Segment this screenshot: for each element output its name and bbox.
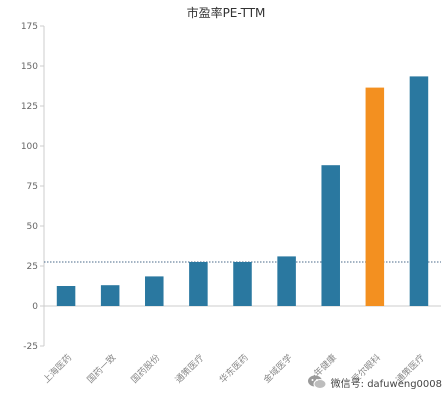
bar (277, 256, 296, 306)
y-tick-labels: -25 0 25 50 75 100 125 150 175 (21, 22, 44, 352)
watermark: 微信号: dafuweng0008 (307, 374, 442, 390)
x-tick-label: 国药股份 (128, 352, 162, 386)
y-tick-label: 150 (21, 62, 38, 72)
y-tick-label: 125 (21, 102, 38, 112)
y-tick-label: 175 (21, 22, 38, 32)
bar (365, 87, 385, 306)
wechat-icon (307, 375, 327, 389)
chart-title: 市盈率PE-TTM (187, 5, 266, 20)
bar (189, 262, 208, 306)
y-tick-label: 25 (27, 262, 38, 272)
x-tick-label: 华东医药 (217, 352, 251, 386)
bar (145, 276, 164, 306)
x-tick-label: 国药一致 (84, 352, 118, 386)
x-tick-label: 金域医学 (261, 352, 295, 386)
bar (233, 262, 252, 306)
bar (100, 285, 120, 306)
bar (409, 76, 429, 307)
y-tick-label: 50 (27, 222, 39, 232)
y-tick-label: -25 (23, 342, 38, 352)
bar (56, 286, 76, 306)
watermark-text: 微信号: dafuweng0008 (330, 378, 442, 390)
y-tick-label: 75 (27, 182, 38, 192)
y-tick-label: 100 (21, 142, 38, 152)
bar (321, 165, 340, 306)
x-tick-label: 通策医疗 (173, 352, 207, 386)
bars (56, 76, 429, 307)
x-tick-label: 上海医药 (40, 352, 74, 386)
y-tick-label: 0 (32, 302, 38, 312)
